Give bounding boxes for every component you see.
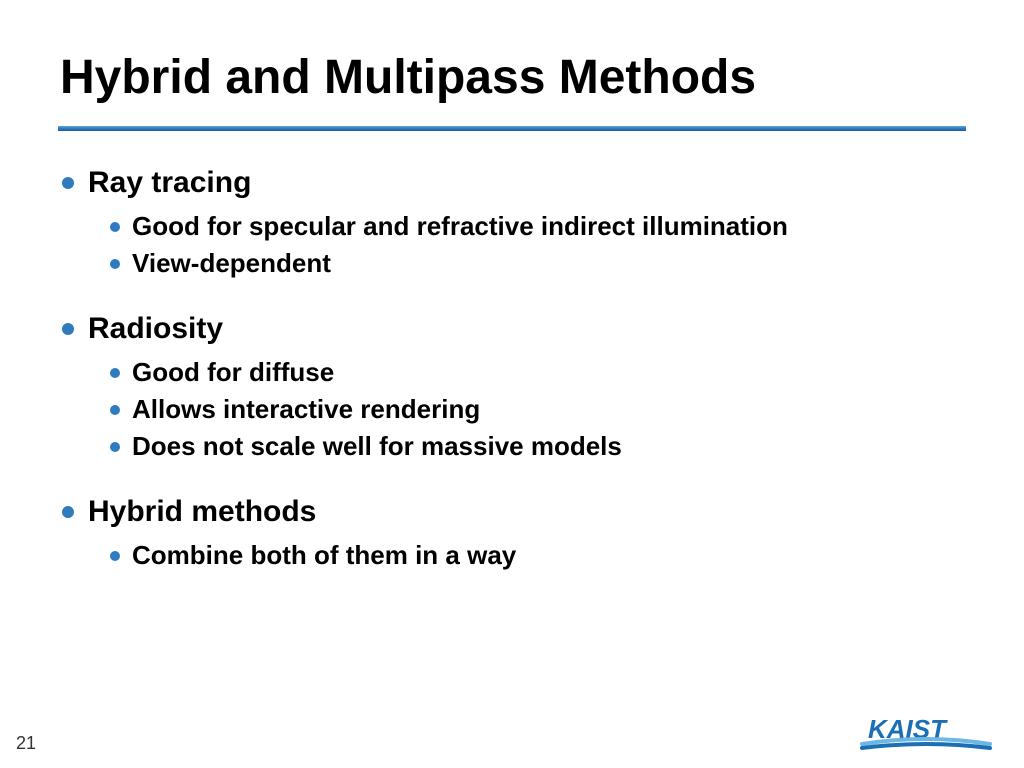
list-item: Does not scale well for massive models <box>110 430 922 463</box>
bullet-icon <box>110 259 120 269</box>
list-item: Good for diffuse <box>110 356 922 389</box>
section-hybrid: Hybrid methods Combine both of them in a… <box>62 493 922 572</box>
section-heading: Ray tracing <box>88 164 251 202</box>
slide: Hybrid and Multipass Methods Ray tracing… <box>0 0 1024 768</box>
list-item-text: Allows interactive rendering <box>132 393 480 426</box>
bullet-icon <box>110 405 120 415</box>
list-item-text: Good for diffuse <box>132 356 334 389</box>
kaist-logo: KAIST <box>856 710 996 754</box>
list-item-text: Good for specular and refractive indirec… <box>132 210 788 243</box>
list-item: Ray tracing <box>62 164 922 202</box>
bullet-icon <box>62 177 74 189</box>
list-item: Good for specular and refractive indirec… <box>110 210 922 243</box>
bullet-icon <box>110 551 120 561</box>
list-item: Radiosity <box>62 310 922 348</box>
title-rule <box>58 126 966 131</box>
section-ray-tracing: Ray tracing Good for specular and refrac… <box>62 164 922 280</box>
list-item: Allows interactive rendering <box>110 393 922 426</box>
bullet-icon <box>62 323 74 335</box>
section-heading: Hybrid methods <box>88 493 316 531</box>
page-number: 21 <box>16 733 36 754</box>
slide-title: Hybrid and Multipass Methods <box>60 50 756 105</box>
section-heading: Radiosity <box>88 310 223 348</box>
section-radiosity: Radiosity Good for diffuse Allows intera… <box>62 310 922 463</box>
bullet-icon <box>62 506 74 518</box>
logo-swoosh-icon <box>862 744 990 748</box>
list-item-text: View-dependent <box>132 247 331 280</box>
slide-content: Ray tracing Good for specular and refrac… <box>62 164 922 602</box>
list-item: Combine both of them in a way <box>110 539 922 572</box>
bullet-icon <box>110 368 120 378</box>
list-item-text: Does not scale well for massive models <box>132 430 622 463</box>
list-item: Hybrid methods <box>62 493 922 531</box>
list-item-text: Combine both of them in a way <box>132 539 516 572</box>
bullet-icon <box>110 442 120 452</box>
list-item: View-dependent <box>110 247 922 280</box>
bullet-icon <box>110 222 120 232</box>
